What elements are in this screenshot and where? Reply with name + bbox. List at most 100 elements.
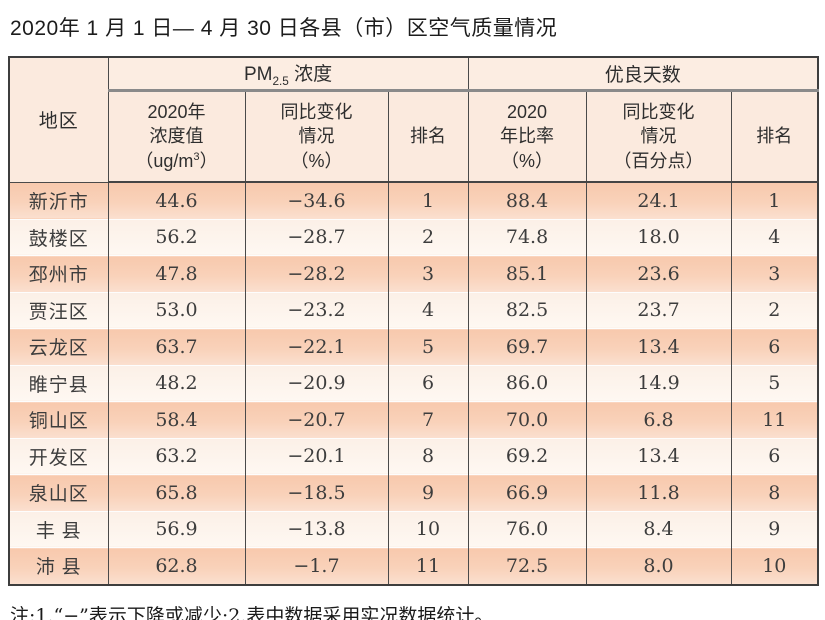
footnote: 注:1.“−”表示下降或减少;2.表中数据采用实况数据统计。 (10, 604, 494, 620)
pm25-subscript: 2.5 (272, 74, 289, 88)
cell-pm-change: −20.9 (244, 364, 389, 402)
cell-pm-value: 53.0 (107, 291, 246, 329)
header-pm-value-line1: 2020年 (147, 102, 206, 123)
header-days-rate: 2020 年比率 （%） (467, 90, 587, 183)
cell-pm-rank: 1 (387, 181, 469, 219)
cell-region: 云龙区 (8, 328, 109, 365)
cell-days-rank: 5 (730, 364, 819, 402)
cell-pm-value: 48.2 (107, 364, 246, 402)
cell-days-rate: 70.0 (467, 401, 587, 438)
cell-pm-value: 62.8 (107, 547, 246, 585)
header-days-change-line3: （百分点） (613, 150, 704, 171)
header-days-change-line1: 同比变化 (622, 102, 695, 123)
cell-pm-change: −20.7 (244, 401, 389, 438)
header-pm-change: 同比变化 情况 （%） (244, 90, 389, 183)
cell-pm-change: −18.5 (244, 474, 389, 511)
cell-days-rank: 1 (730, 181, 819, 219)
cell-pm-value: 63.2 (107, 437, 246, 475)
cell-pm-change: −22.1 (244, 328, 389, 365)
header-region: 地区 (8, 56, 109, 183)
cell-days-change: 6.8 (585, 401, 732, 438)
cell-pm-change: −28.7 (244, 218, 389, 256)
cell-pm-value: 65.8 (107, 474, 246, 511)
cell-days-change: 23.7 (585, 291, 732, 329)
cell-pm-value: 56.9 (107, 510, 246, 548)
cell-pm-rank: 9 (387, 474, 469, 511)
table-row: 贾汪区 53.0 −23.2 4 82.5 23.7 2 (8, 291, 819, 329)
cell-days-change: 11.8 (585, 474, 732, 511)
header-pm-value-line2: 浓度值 (149, 126, 204, 147)
cell-region: 睢宁县 (8, 364, 109, 402)
cell-days-rank: 2 (730, 291, 819, 329)
table-row: 新沂市 44.6 −34.6 1 88.4 24.1 1 (8, 181, 819, 219)
cell-pm-change: −28.2 (244, 255, 389, 292)
table-row: 云龙区 63.7 −22.1 5 69.7 13.4 6 (8, 328, 819, 365)
cell-region: 丰 县 (8, 510, 109, 548)
cell-days-change: 8.0 (585, 547, 732, 585)
cell-pm-rank: 2 (387, 218, 469, 256)
cell-pm-rank: 7 (387, 401, 469, 438)
header-days-change: 同比变化 情况 （百分点） (585, 90, 732, 183)
cell-days-change: 24.1 (585, 181, 732, 219)
cell-days-rank: 4 (730, 218, 819, 256)
table-row: 开发区 63.2 −20.1 8 69.2 13.4 6 (8, 437, 819, 475)
header-pm25-group: PM2.5 浓度 (107, 56, 469, 92)
cell-days-change: 14.9 (585, 364, 732, 402)
header-days-rate-line2: 年比率 (500, 126, 555, 147)
cell-days-change: 13.4 (585, 437, 732, 475)
cell-region: 邳州市 (8, 255, 109, 292)
cell-days-rate: 86.0 (467, 364, 587, 402)
pm25-label-prefix: PM (243, 64, 273, 86)
cell-pm-change: −13.8 (244, 510, 389, 548)
cell-pm-rank: 10 (387, 510, 469, 548)
cell-pm-value: 56.2 (107, 218, 246, 256)
cell-days-change: 8.4 (585, 510, 732, 548)
table-row: 沛 县 62.8 −1.7 11 72.5 8.0 10 (8, 547, 819, 585)
cell-days-rank: 8 (730, 474, 819, 511)
unit-prefix: （ug/m (135, 150, 194, 171)
unit-superscript: 3 (193, 150, 200, 163)
cell-pm-value: 63.7 (107, 328, 246, 365)
cell-days-rank: 11 (730, 401, 819, 438)
cell-pm-value: 47.8 (107, 255, 246, 292)
cell-pm-change: −23.2 (244, 291, 389, 329)
header-pm-value: 2020年 浓度值 （ug/m3） (107, 90, 246, 183)
cell-days-rate: 69.2 (467, 437, 587, 475)
cell-days-rate: 85.1 (467, 255, 587, 292)
cell-days-rank: 10 (730, 547, 819, 585)
cell-pm-rank: 5 (387, 328, 469, 365)
cell-days-change: 13.4 (585, 328, 732, 365)
cell-pm-value: 58.4 (107, 401, 246, 438)
cell-region: 贾汪区 (8, 291, 109, 329)
cell-pm-rank: 4 (387, 291, 469, 329)
cell-pm-value: 44.6 (107, 181, 246, 219)
table-body: 新沂市 44.6 −34.6 1 88.4 24.1 1 鼓楼区 56.2 −28.7 2 74.8 1… (8, 181, 819, 585)
header-pm-change-line2: 情况 (298, 126, 335, 147)
header-days-rank: 排名 (730, 90, 819, 183)
unit-suffix: ） (199, 150, 218, 171)
pm25-label-suffix: 浓度 (288, 64, 333, 86)
header-pm-change-line3: （%） (290, 150, 343, 171)
cell-days-change: 18.0 (585, 218, 732, 256)
cell-days-rate: 74.8 (467, 218, 587, 256)
cell-days-rate: 88.4 (467, 181, 587, 219)
table-row: 泉山区 65.8 −18.5 9 66.9 11.8 8 (8, 474, 819, 511)
cell-region: 沛 县 (8, 547, 109, 585)
header-days-rate-line3: （%） (501, 150, 554, 171)
header-days-rate-line1: 2020 (507, 102, 548, 123)
cell-days-rank: 6 (730, 328, 819, 365)
cell-region: 开发区 (8, 437, 109, 475)
cell-days-rate: 66.9 (467, 474, 587, 511)
cell-pm-rank: 11 (387, 547, 469, 585)
table-row: 丰 县 56.9 −13.8 10 76.0 8.4 9 (8, 510, 819, 548)
cell-days-rate: 69.7 (467, 328, 587, 365)
header-pm-change-line1: 同比变化 (280, 102, 353, 123)
cell-pm-rank: 3 (387, 255, 469, 292)
cell-region: 泉山区 (8, 474, 109, 511)
table-row: 鼓楼区 56.2 −28.7 2 74.8 18.0 4 (8, 218, 819, 256)
cell-days-rate: 72.5 (467, 547, 587, 585)
cell-days-rank: 6 (730, 437, 819, 475)
cell-pm-rank: 6 (387, 364, 469, 402)
cell-pm-change: −20.1 (244, 437, 389, 475)
